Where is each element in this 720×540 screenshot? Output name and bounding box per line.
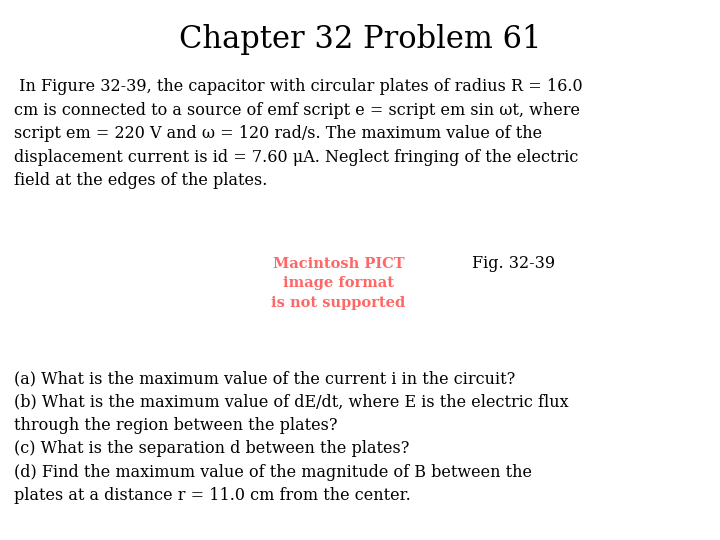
Text: (a) What is the maximum value of the current i in the circuit?
(b) What is the m: (a) What is the maximum value of the cur…	[14, 370, 569, 504]
Text: Chapter 32 Problem 61: Chapter 32 Problem 61	[179, 24, 541, 55]
Text: Macintosh PICT
image format
is not supported: Macintosh PICT image format is not suppo…	[271, 256, 405, 309]
Text: Fig. 32-39: Fig. 32-39	[472, 255, 554, 272]
Text: In Figure 32-39, the capacitor with circular plates of radius R = 16.0
cm is con: In Figure 32-39, the capacitor with circ…	[14, 78, 583, 190]
